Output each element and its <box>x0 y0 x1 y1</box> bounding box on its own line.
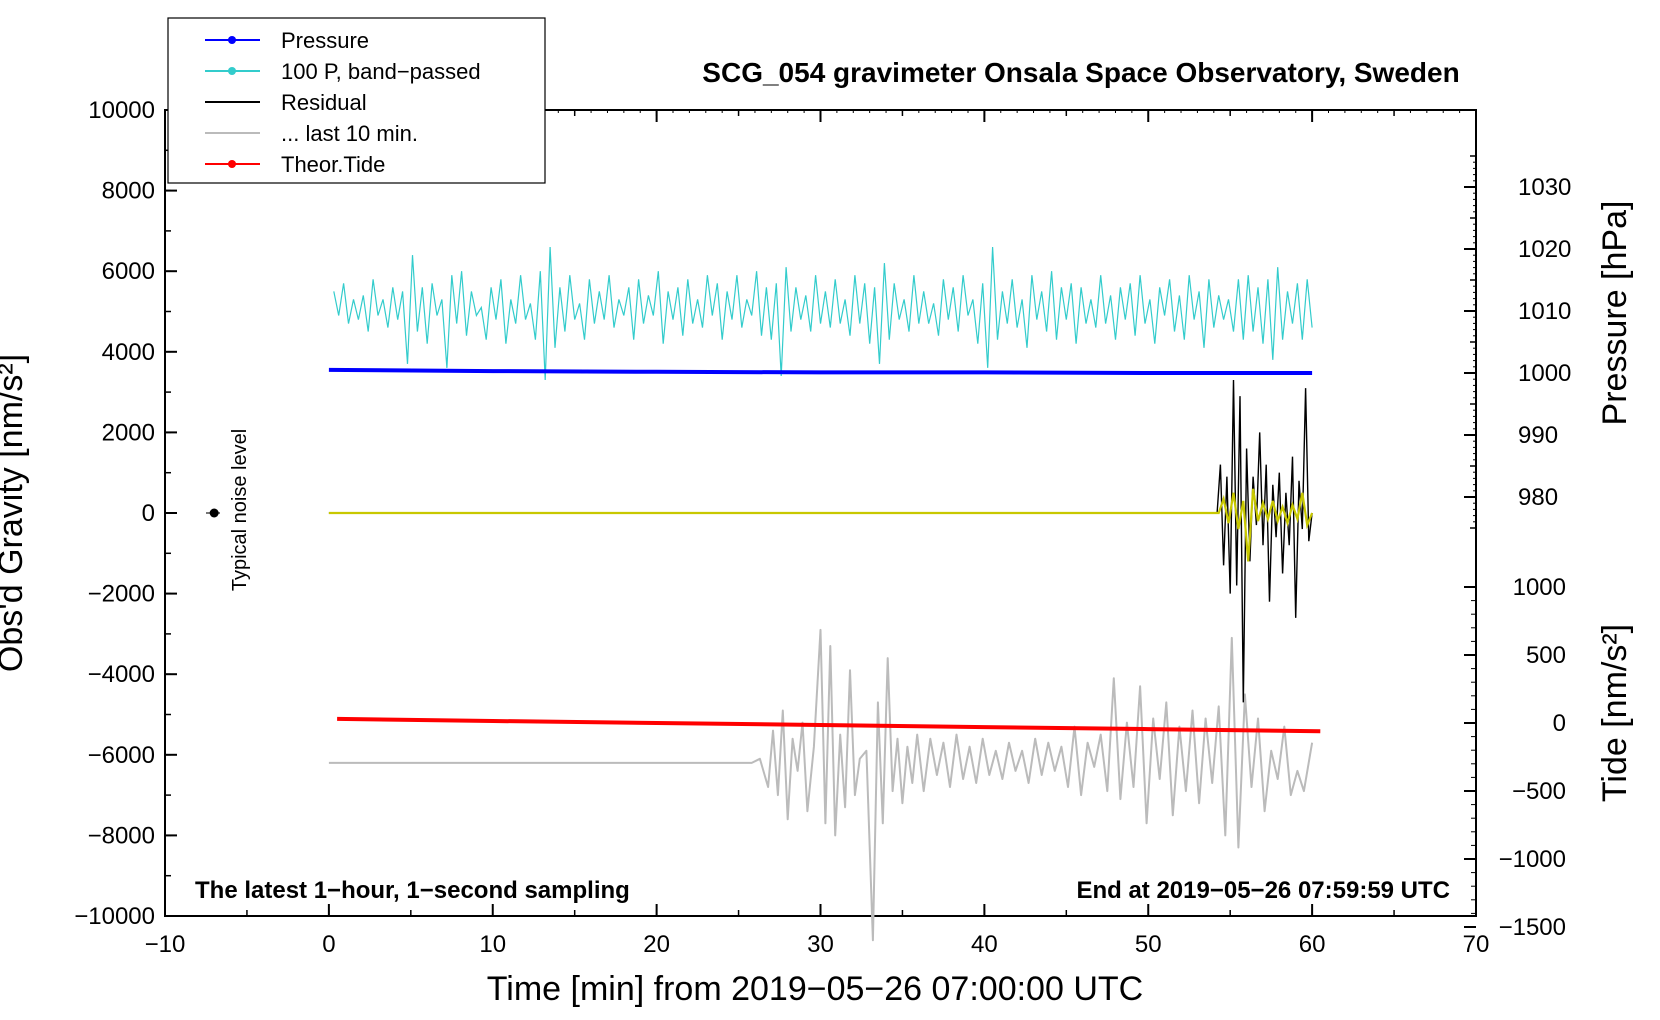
legend-label-theor-tide: Theor.Tide <box>281 152 385 177</box>
pressure-tick-label: 1000 <box>1518 360 1571 387</box>
x-tick-label: 60 <box>1299 931 1326 958</box>
pressure-tick-label: 980 <box>1518 484 1558 511</box>
y-tick-label: 10000 <box>88 97 155 124</box>
legend-marker-pressure <box>228 36 236 44</box>
series-last10min-line <box>328 628 1314 942</box>
legend-label-last-10-min: ... last 10 min. <box>281 121 418 146</box>
series-layer <box>328 246 1321 942</box>
x-tick-label: −10 <box>145 931 186 958</box>
y-tick-label: 4000 <box>102 339 155 366</box>
series-pressure-line <box>328 367 1313 375</box>
legend-label-pressure: Pressure <box>281 28 369 53</box>
noise-label: Typical noise level <box>229 429 251 591</box>
y-tick-label: −4000 <box>88 661 155 688</box>
y-tick-label: −10000 <box>74 903 155 930</box>
chart-title: SCG_054 gravimeter Onsala Space Observat… <box>702 57 1459 88</box>
y-axis-title: Obs'd Gravity [nm/s²] <box>0 354 30 672</box>
series-residual-smoothed-line <box>328 488 1314 562</box>
tide-tick-label: 0 <box>1553 710 1566 737</box>
x-tick-label: 70 <box>1463 931 1490 958</box>
tide-tick-label: −1000 <box>1499 846 1566 873</box>
pressure-tick-label: 1030 <box>1518 174 1571 201</box>
axis-ticks: −10 0 10 20 30 40 50 60 70−10000−8000−6000−4000−… <box>74 97 1571 958</box>
y-tick-label: 2000 <box>102 419 155 446</box>
tide-tick-label: 1000 <box>1513 574 1566 601</box>
pressure-tick-label: 1020 <box>1518 236 1571 263</box>
legend-label-residual: Residual <box>281 90 367 115</box>
noise-point <box>209 508 219 518</box>
sampling-note: The latest 1−hour, 1−second sampling <box>195 877 630 904</box>
legend-box <box>167 17 546 184</box>
noise-indicator: Typical noise level <box>206 429 251 591</box>
series-bandpassed-line <box>333 246 1313 381</box>
legend-marker-100-p-band-passed <box>228 67 236 75</box>
legend-marker-theor-tide <box>228 160 236 168</box>
pressure-tick-label: 990 <box>1518 422 1558 449</box>
y-tick-label: −6000 <box>88 742 155 769</box>
tide-tick-label: −500 <box>1512 778 1566 805</box>
end-time-note: End at 2019−05−26 07:59:59 UTC <box>1076 877 1450 904</box>
y-tick-label: 8000 <box>102 178 155 205</box>
tide-tick-label: −1500 <box>1499 914 1566 941</box>
x-tick-label: 30 <box>807 931 834 958</box>
series-tide-line <box>337 716 1321 734</box>
x-axis-title: Time [min] from 2019−05−26 07:00:00 UTC <box>487 970 1143 1008</box>
y-tick-label: 6000 <box>102 258 155 285</box>
y-tick-label: −8000 <box>88 822 155 849</box>
legend: Pressure 100 P, band−passed Residual ... la… <box>167 17 546 184</box>
series-residual-line <box>328 379 1313 703</box>
y-tick-label: 0 <box>142 500 155 527</box>
x-tick-label: 10 <box>479 931 506 958</box>
tide-axis-title: Tide [nm/s²] <box>1596 624 1634 802</box>
y-tick-label: −2000 <box>88 581 155 608</box>
legend-label-100-p-band-passed: 100 P, band−passed <box>281 59 481 84</box>
pressure-axis-title: Pressure [hPa] <box>1596 201 1634 426</box>
x-tick-label: 40 <box>971 931 998 958</box>
x-tick-label: 50 <box>1135 931 1162 958</box>
pressure-tick-label: 1010 <box>1518 298 1571 325</box>
x-tick-label: 20 <box>643 931 670 958</box>
tide-tick-label: 500 <box>1526 642 1566 669</box>
x-tick-label: 0 <box>322 931 335 958</box>
